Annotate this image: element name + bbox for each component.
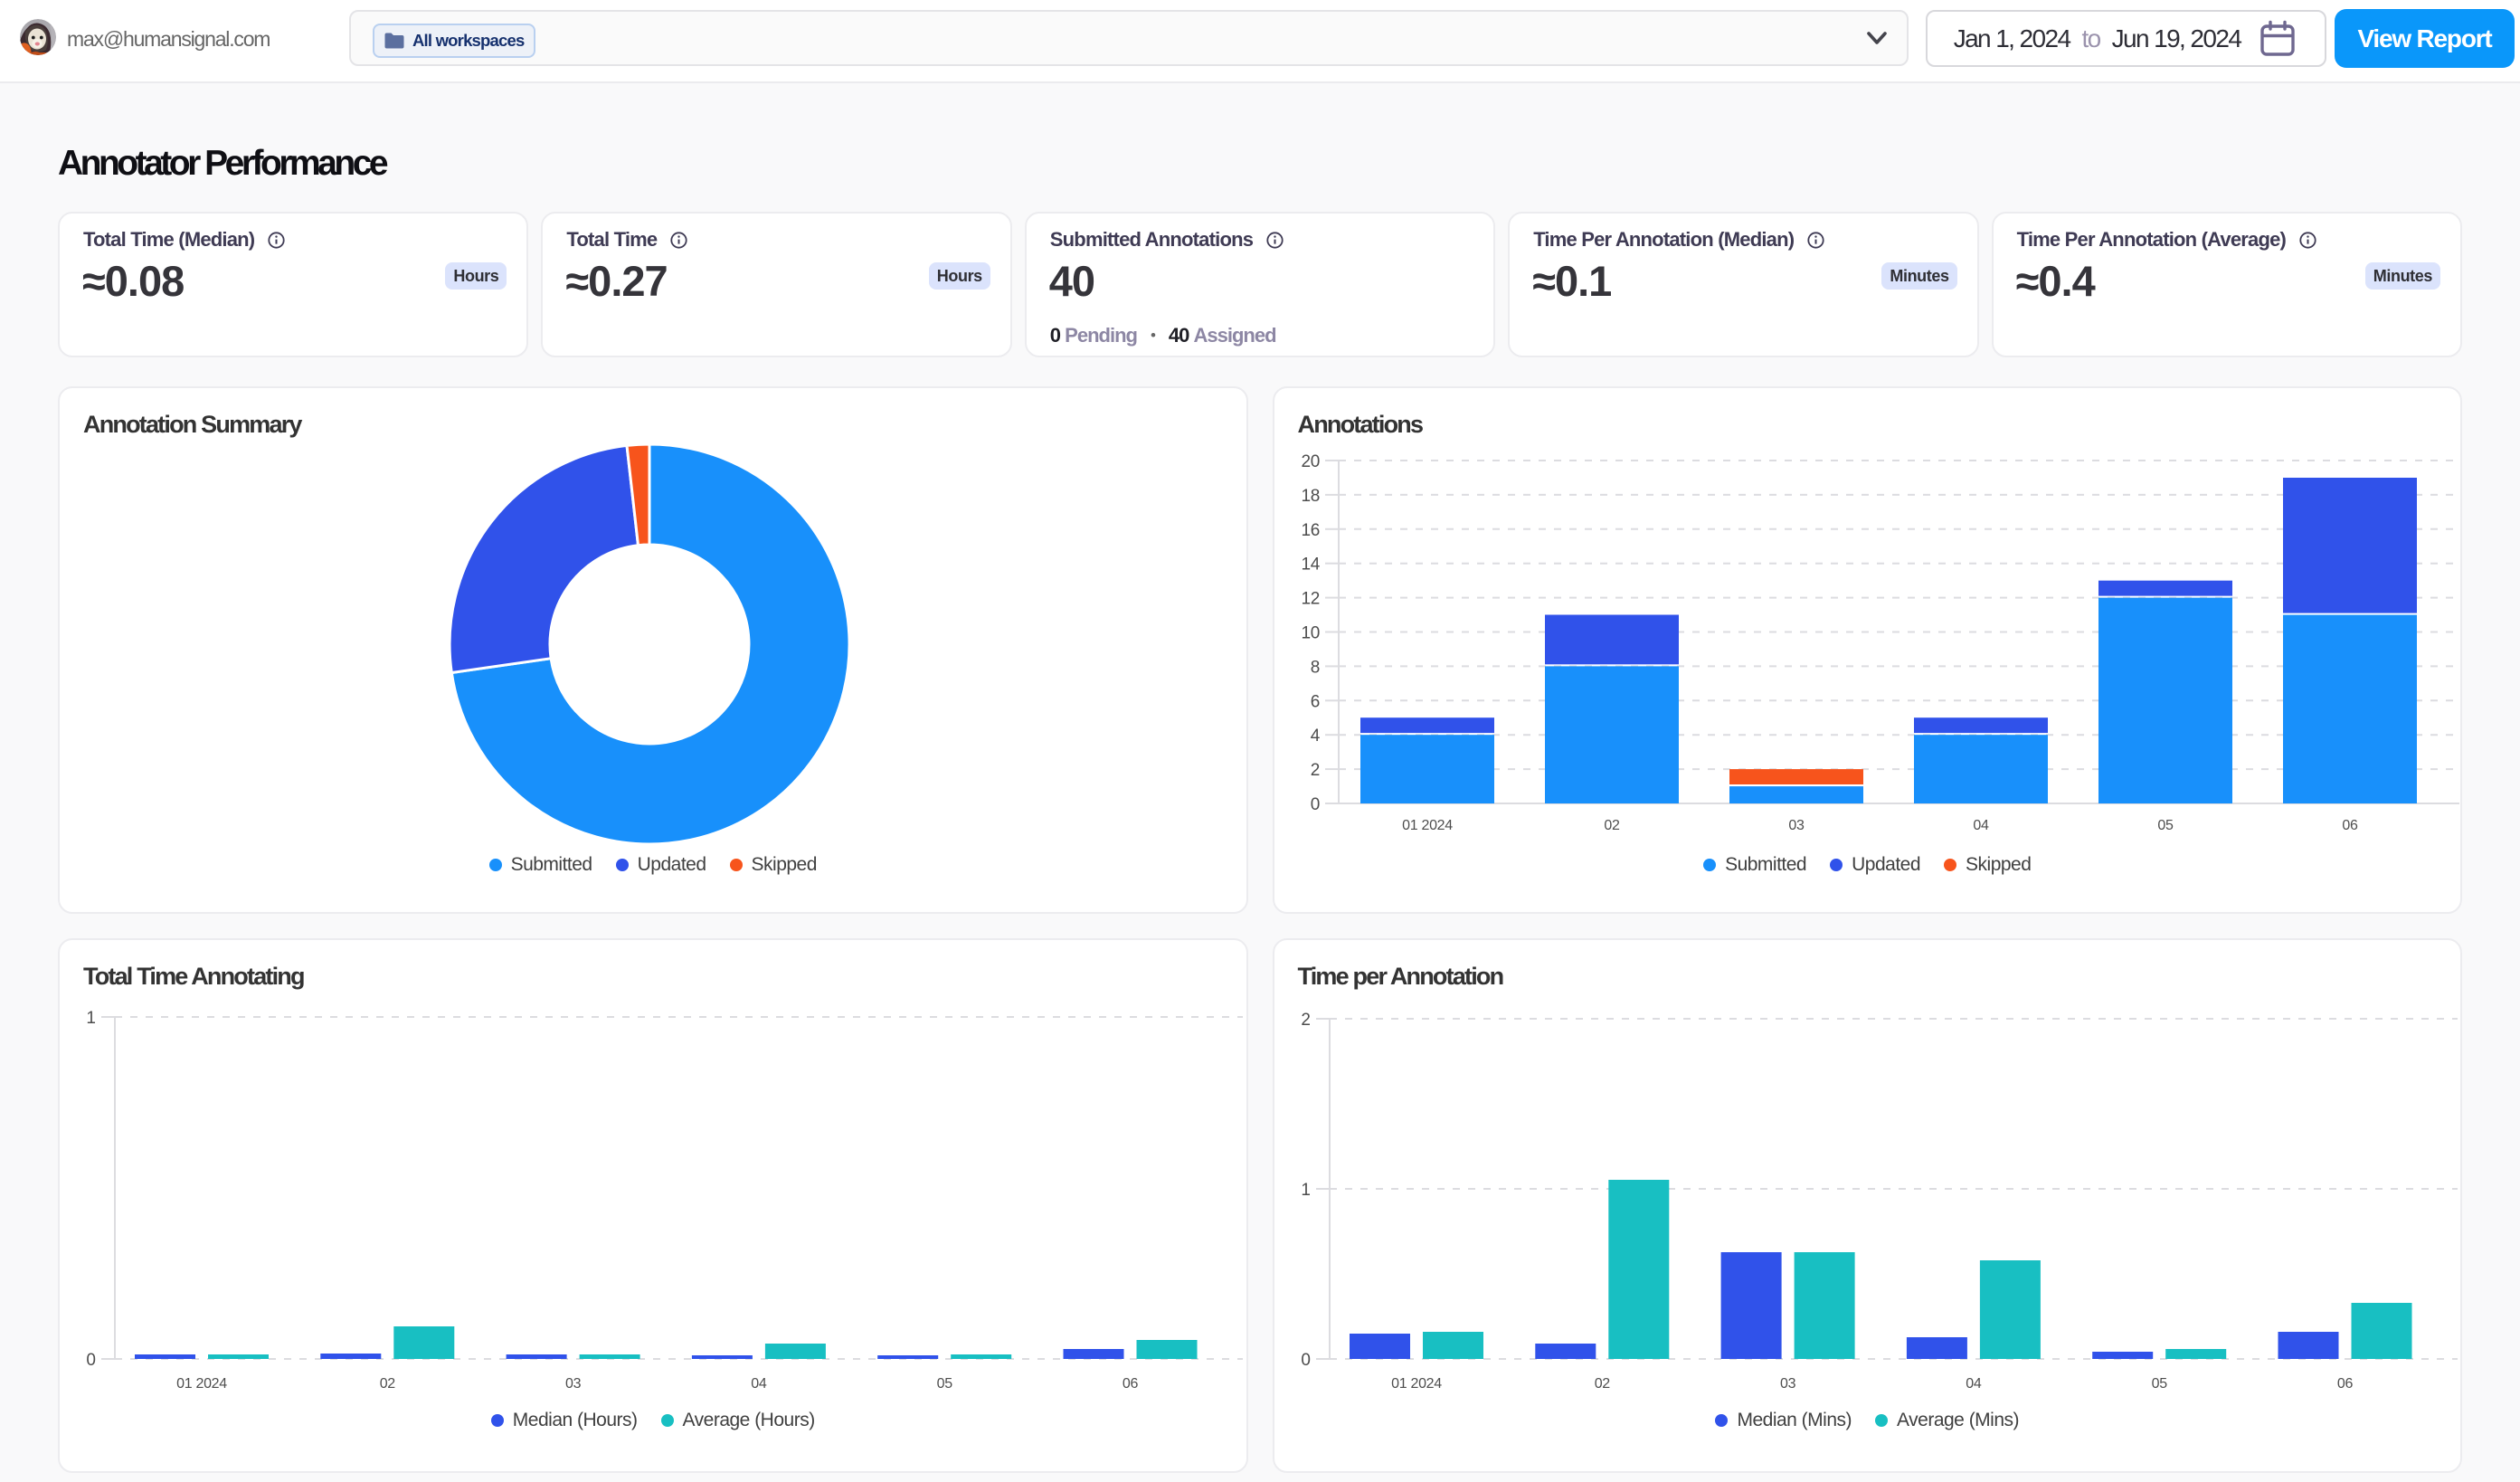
- svg-text:05: 05: [2157, 818, 2174, 833]
- svg-text:16: 16: [1301, 521, 1320, 540]
- svg-text:03: 03: [1788, 818, 1805, 833]
- svg-text:02: 02: [380, 1376, 396, 1392]
- svg-text:03: 03: [565, 1376, 582, 1392]
- svg-text:03: 03: [1779, 1376, 1795, 1392]
- svg-text:02: 02: [1594, 1376, 1610, 1392]
- svg-text:06: 06: [2342, 818, 2358, 833]
- svg-text:01 2024: 01 2024: [176, 1376, 227, 1392]
- svg-text:01 2024: 01 2024: [1402, 818, 1453, 833]
- svg-text:0: 0: [86, 1351, 96, 1370]
- svg-text:6: 6: [1310, 692, 1319, 711]
- svg-text:4: 4: [1310, 727, 1320, 746]
- svg-text:0: 0: [1301, 1351, 1311, 1370]
- svg-text:05: 05: [2151, 1376, 2167, 1392]
- svg-text:1: 1: [1301, 1181, 1311, 1200]
- svg-text:06: 06: [1123, 1376, 1139, 1392]
- svg-text:04: 04: [1973, 818, 1989, 833]
- svg-text:0: 0: [1310, 795, 1319, 814]
- svg-text:05: 05: [937, 1376, 953, 1392]
- svg-text:18: 18: [1301, 487, 1320, 506]
- svg-text:1: 1: [86, 1009, 96, 1028]
- svg-text:2: 2: [1310, 761, 1319, 780]
- svg-text:20: 20: [1301, 452, 1320, 471]
- svg-text:06: 06: [2336, 1376, 2353, 1392]
- svg-text:12: 12: [1301, 590, 1320, 609]
- svg-text:02: 02: [1604, 818, 1620, 833]
- svg-text:01 2024: 01 2024: [1391, 1376, 1442, 1392]
- svg-text:10: 10: [1301, 624, 1320, 643]
- svg-text:04: 04: [751, 1376, 767, 1392]
- svg-text:14: 14: [1301, 556, 1320, 575]
- svg-text:8: 8: [1310, 658, 1319, 677]
- svg-text:2: 2: [1301, 1011, 1311, 1030]
- svg-text:04: 04: [1966, 1376, 1982, 1392]
